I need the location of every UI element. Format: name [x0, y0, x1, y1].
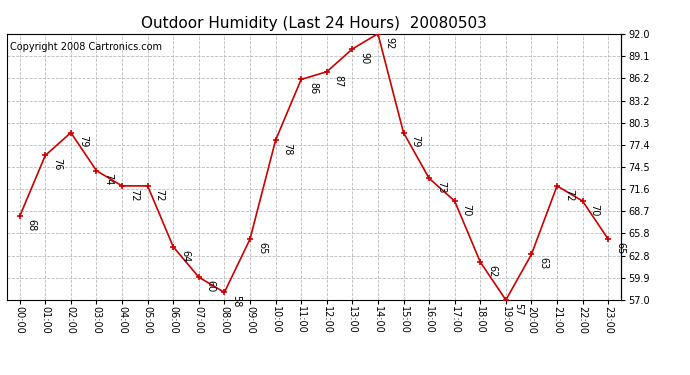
Text: 72: 72	[155, 189, 165, 201]
Text: 73: 73	[436, 181, 446, 194]
Text: 79: 79	[411, 135, 420, 148]
Text: 92: 92	[385, 36, 395, 49]
Text: 65: 65	[257, 242, 267, 254]
Text: 90: 90	[359, 52, 369, 64]
Text: 64: 64	[180, 249, 190, 262]
Text: 79: 79	[78, 135, 88, 148]
Text: 62: 62	[487, 265, 497, 277]
Text: 60: 60	[206, 280, 216, 292]
Text: 63: 63	[538, 257, 549, 269]
Text: 87: 87	[334, 75, 344, 87]
Text: 72: 72	[129, 189, 139, 201]
Text: 65: 65	[615, 242, 625, 254]
Text: 74: 74	[104, 174, 113, 186]
Text: 86: 86	[308, 82, 318, 94]
Text: 70: 70	[589, 204, 600, 216]
Text: 70: 70	[462, 204, 472, 216]
Text: Copyright 2008 Cartronics.com: Copyright 2008 Cartronics.com	[10, 42, 162, 52]
Title: Outdoor Humidity (Last 24 Hours)  20080503: Outdoor Humidity (Last 24 Hours) 2008050…	[141, 16, 487, 31]
Text: 72: 72	[564, 189, 574, 201]
Text: 57: 57	[513, 303, 523, 315]
Text: 58: 58	[231, 295, 241, 307]
Text: 78: 78	[282, 143, 293, 155]
Text: 76: 76	[52, 158, 62, 171]
Text: 68: 68	[27, 219, 37, 231]
